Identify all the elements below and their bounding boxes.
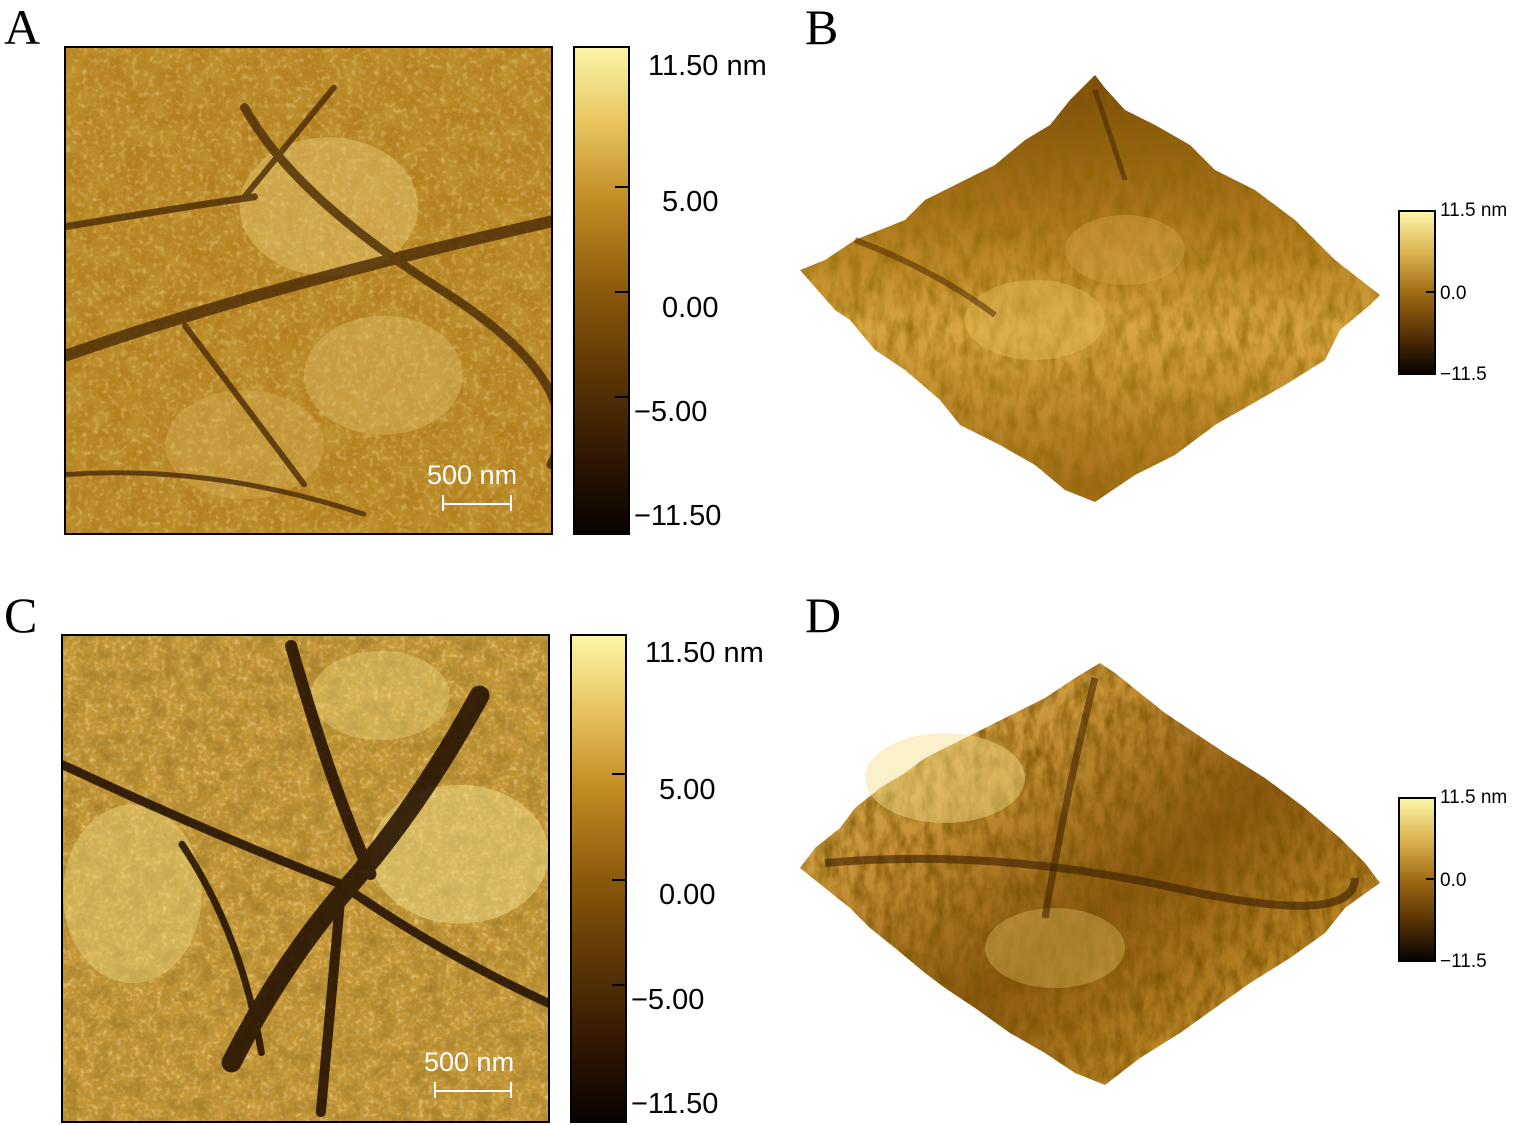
colorbar-c-tick-neg5: −5.00	[631, 984, 705, 1016]
afm-3d-surface-d	[795, 658, 1385, 1098]
colorbar-a-min: −11.50	[634, 500, 722, 532]
scalebar-a-cap-left	[442, 495, 444, 511]
panel-label-d: D	[805, 587, 842, 643]
scalebar-label-c: 500 nm	[424, 1047, 515, 1077]
scalebar-c-cap-left	[434, 1082, 436, 1098]
colorbar-b-min: −11.5	[1440, 364, 1487, 385]
colorbar-b-mid: 0.0	[1440, 283, 1467, 304]
scalebar-a	[442, 503, 512, 505]
scalebar-label-a: 500 nm	[427, 460, 518, 490]
colorbar-a-tick-neg5: −5.00	[634, 396, 708, 428]
colorbar-a-max: 11.50 nm	[648, 50, 767, 82]
panel-label-a: A	[4, 0, 41, 55]
colorbar-c-tick-5: 5.00	[659, 774, 716, 806]
panel-label-b: B	[805, 0, 839, 55]
colorbar-c-min: −11.50	[631, 1088, 719, 1120]
colorbar-d-max: 11.5 nm	[1440, 787, 1508, 808]
colorbar-a-gradient	[573, 46, 630, 535]
afm-3d-surface-b	[795, 70, 1385, 510]
colorbar-a-tick-5: 5.00	[662, 186, 719, 218]
colorbar-b-max: 11.5 nm	[1440, 200, 1508, 221]
panel-label-c: C	[4, 587, 38, 643]
colorbar-c-tick-0: 0.00	[659, 879, 716, 911]
colorbar-d-mid: 0.0	[1440, 870, 1467, 891]
scalebar-c	[434, 1090, 512, 1092]
colorbar-c-gradient	[570, 634, 627, 1123]
scalebar-a-cap-right	[510, 495, 512, 511]
colorbar-a-tick-0: 0.00	[662, 292, 719, 324]
colorbar-c-max: 11.50 nm	[645, 637, 764, 669]
scalebar-c-cap-right	[510, 1082, 512, 1098]
afm-image-a	[64, 46, 553, 535]
colorbar-d-min: −11.5	[1440, 951, 1487, 972]
afm-image-c	[61, 634, 550, 1123]
